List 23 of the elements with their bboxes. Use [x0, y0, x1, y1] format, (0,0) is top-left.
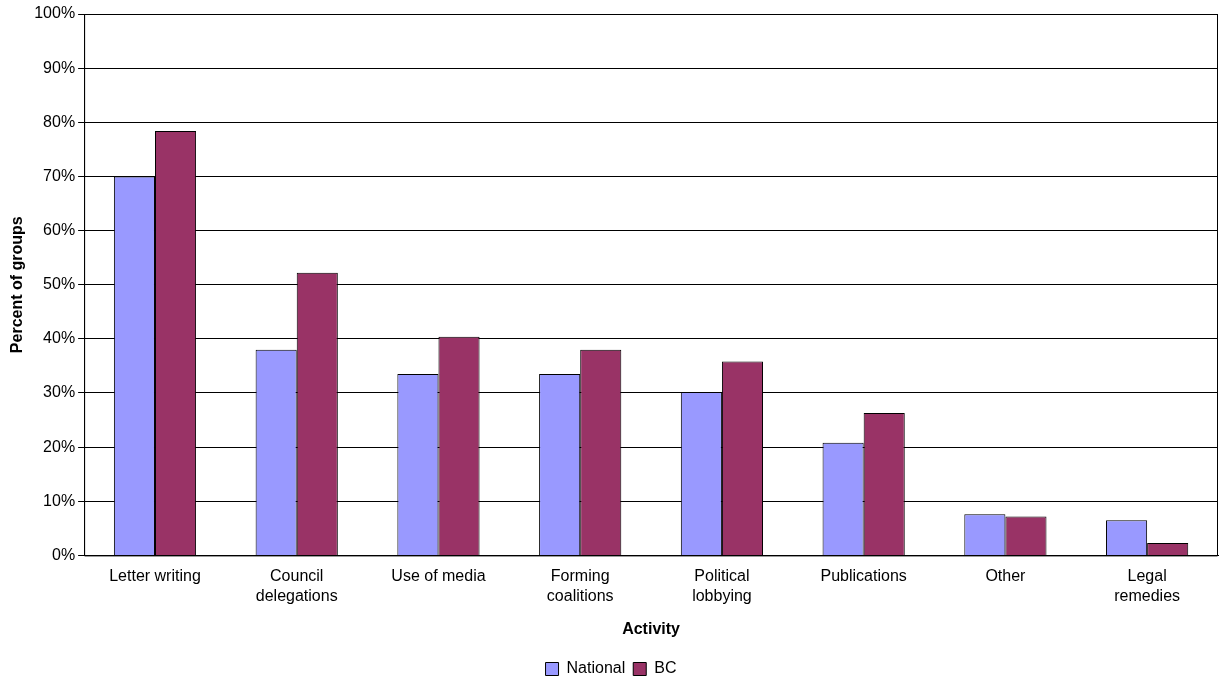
x-tick-label: Use of media	[391, 567, 486, 585]
y-tick-label: 80%	[43, 112, 76, 130]
y-tick-label: 50%	[43, 275, 76, 293]
x-axis-title: Activity	[622, 619, 681, 637]
y-tick-label: 0%	[52, 545, 76, 563]
x-tick-label: Publications	[820, 567, 907, 585]
x-tick-label: Legal remedies	[1114, 567, 1181, 604]
x-tick-label: Council delegations	[255, 567, 338, 604]
x-tick-label: Other	[985, 567, 1027, 585]
x-tick-label: Political lobbying	[692, 567, 752, 604]
legend-label: BC	[654, 659, 677, 677]
y-tick-label: 60%	[43, 220, 76, 238]
y-tick-label: 10%	[43, 491, 76, 509]
y-tick-label: 100%	[34, 4, 76, 22]
legend-label: National	[566, 659, 626, 677]
y-tick-label: 70%	[43, 166, 76, 184]
x-tick-label: Letter writing	[109, 567, 201, 585]
y-tick-label: 20%	[43, 437, 76, 455]
y-tick-label: 30%	[43, 383, 76, 401]
y-tick-label: 90%	[43, 58, 76, 76]
x-tick-label: Forming coalitions	[546, 567, 614, 604]
y-axis-title: Percent of groups	[8, 216, 26, 354]
y-tick-label: 40%	[43, 329, 76, 347]
